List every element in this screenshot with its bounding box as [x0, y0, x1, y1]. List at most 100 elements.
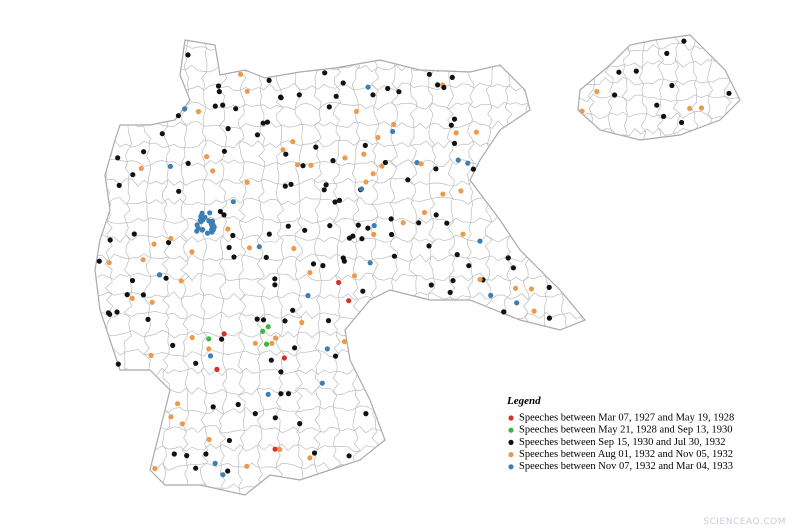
- border: [351, 40, 361, 495]
- speech-dot: [332, 199, 338, 205]
- speech-dot: [360, 288, 366, 294]
- speech-dot: [391, 253, 397, 259]
- speech-dot: [130, 172, 136, 178]
- speech-dot: [288, 181, 294, 187]
- speech-dot: [124, 292, 130, 298]
- speech-dot: [362, 142, 368, 148]
- speech-dot: [390, 128, 396, 135]
- speech-dot: [244, 179, 250, 185]
- speech-dot: [252, 411, 258, 417]
- speech-dot: [159, 131, 165, 137]
- border: [256, 40, 266, 495]
- speech-dot: [282, 318, 288, 324]
- speech-dot: [363, 179, 369, 185]
- border: [95, 253, 585, 263]
- speech-dot: [206, 336, 212, 342]
- speech-dot: [214, 366, 220, 372]
- speech-dot: [370, 171, 376, 177]
- speech-dot: [353, 108, 360, 114]
- speech-dot: [396, 89, 402, 95]
- speech-dot: [140, 292, 146, 298]
- speech-dot: [447, 289, 453, 295]
- speech-dot: [371, 231, 377, 237]
- legend-title: Legend: [506, 395, 541, 407]
- speech-dots: [96, 38, 732, 478]
- speech-dot: [290, 139, 296, 145]
- speech-dot: [206, 346, 212, 352]
- border: [95, 234, 585, 244]
- speech-dot: [679, 119, 685, 126]
- speech-dot: [435, 82, 441, 88]
- speech-dot: [210, 404, 216, 410]
- speech-dot: [244, 463, 250, 469]
- speech-dot: [179, 421, 185, 427]
- legend: Legend Speeches between Mar 07, 1927 and…: [506, 395, 734, 472]
- speech-dot: [308, 162, 314, 168]
- speech-dot: [340, 255, 346, 261]
- speech-dot: [612, 92, 618, 98]
- speech-dot: [195, 225, 201, 231]
- speech-dot: [320, 263, 326, 269]
- speech-dot: [367, 260, 373, 266]
- speech-dot: [107, 237, 113, 243]
- speech-dot: [391, 121, 397, 127]
- speech-dot: [230, 199, 236, 205]
- speech-dot: [115, 361, 121, 367]
- speech-dot: [346, 453, 352, 459]
- speech-dot: [359, 236, 365, 242]
- speech-dot: [256, 244, 262, 250]
- border: [275, 40, 285, 495]
- speech-dot: [212, 460, 218, 466]
- speech-dot: [278, 94, 284, 100]
- speech-dot: [145, 316, 151, 322]
- speech-dot: [252, 340, 258, 346]
- speech-dot: [148, 352, 154, 359]
- speech-dot: [207, 353, 214, 359]
- speech-dot: [204, 154, 210, 160]
- speech-dot: [221, 331, 227, 337]
- speech-dot: [203, 451, 209, 457]
- speech-dot: [444, 220, 450, 226]
- speech-dot: [322, 70, 328, 76]
- speech-dot: [350, 233, 356, 239]
- border: [294, 40, 304, 495]
- speech-dot: [285, 223, 291, 229]
- legend-label: Speeches between Mar 07, 1927 and May 19…: [519, 412, 734, 423]
- speech-dot: [296, 92, 302, 98]
- speech-dot: [189, 334, 195, 341]
- speech-dot: [333, 93, 339, 99]
- speech-dot: [235, 401, 241, 408]
- border: [370, 40, 380, 495]
- speech-dot: [226, 437, 232, 444]
- speech-dot: [421, 209, 428, 216]
- speech-dot: [230, 232, 236, 239]
- speech-dot: [291, 245, 297, 252]
- legend-marker: [508, 452, 514, 458]
- speech-dot: [460, 231, 466, 237]
- speech-dot: [200, 217, 206, 223]
- speech-dot: [579, 108, 585, 114]
- speech-dot: [505, 255, 511, 261]
- speech-dot: [321, 187, 327, 193]
- border: [95, 272, 585, 282]
- speech-dot: [168, 235, 174, 242]
- speech-dot: [379, 163, 385, 169]
- speech-dot: [477, 276, 483, 283]
- speech-dot: [371, 223, 377, 229]
- speech-dot: [454, 252, 460, 258]
- speech-dot: [185, 52, 191, 58]
- speech-dot: [433, 212, 439, 218]
- speech-dot: [209, 229, 215, 235]
- border: [332, 40, 342, 495]
- speech-dot: [265, 324, 271, 330]
- speech-dot: [302, 227, 308, 233]
- speech-dot: [453, 130, 459, 136]
- speech-dot: [263, 341, 270, 347]
- speech-dot: [305, 293, 311, 299]
- speech-dot: [325, 318, 332, 324]
- speech-dot: [221, 148, 227, 154]
- speech-dot: [278, 369, 284, 375]
- speech-dot: [441, 84, 447, 91]
- speech-dot: [300, 163, 306, 169]
- speech-dot: [405, 177, 411, 183]
